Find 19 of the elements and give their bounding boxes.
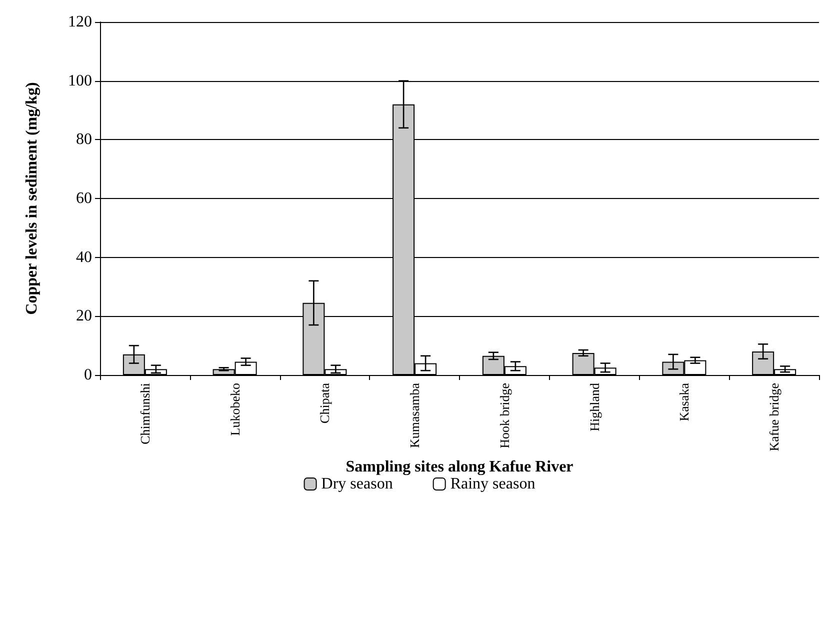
x-axis-title: Sampling sites along Kafue River bbox=[346, 458, 574, 476]
x-tick-label: Kafue bridge bbox=[766, 382, 782, 452]
y-tick-label: 0 bbox=[84, 366, 92, 384]
legend-label: Rainy season bbox=[450, 476, 536, 492]
y-tick-label: 60 bbox=[76, 190, 92, 207]
x-tick-label: Kumasamba bbox=[407, 382, 422, 448]
y-tick-label: 40 bbox=[76, 248, 92, 266]
y-tick-label: 120 bbox=[68, 14, 92, 30]
y-tick-label: 100 bbox=[68, 72, 92, 90]
x-tick-label: Chipata bbox=[317, 382, 332, 424]
x-tick-label: Kasaka bbox=[676, 382, 692, 422]
legend-label: Dry season bbox=[321, 476, 393, 492]
x-tick-label: Hook bridge bbox=[496, 382, 512, 448]
y-tick-label: 80 bbox=[76, 131, 92, 148]
x-tick-label: Lukobeko bbox=[227, 383, 242, 436]
x-tick-label: Highland bbox=[586, 382, 602, 432]
x-tick-label: Chimfunshi bbox=[137, 382, 152, 444]
y-tick-label: 20 bbox=[76, 308, 92, 325]
y-axis-title: Copper levels in sediment (mg/kg) bbox=[24, 82, 40, 315]
